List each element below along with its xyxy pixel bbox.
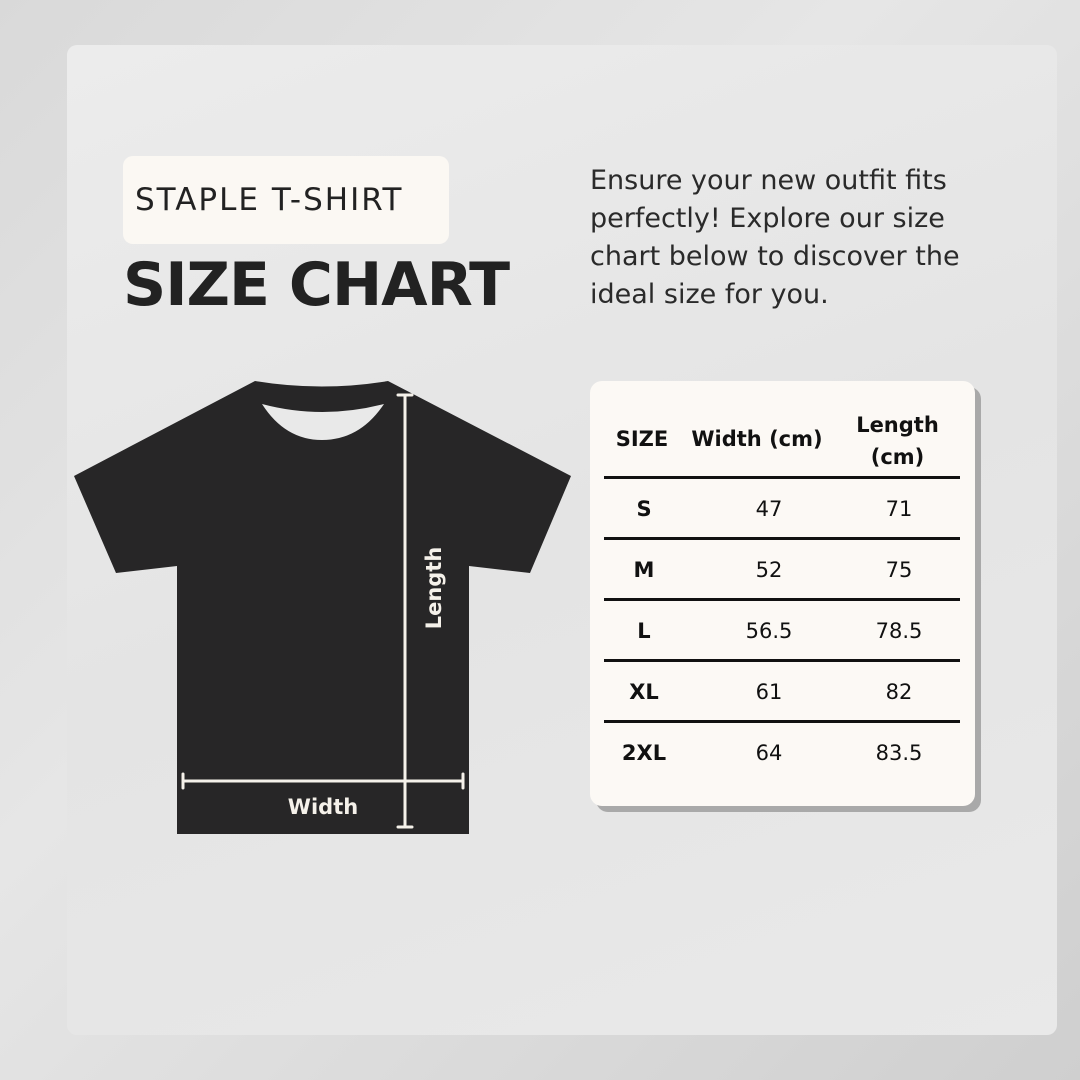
- table-row: L 56.5 78.5: [604, 598, 960, 659]
- size-table: SIZE Width (cm) Length (cm) S 47 71 M 52 75 …: [590, 381, 975, 806]
- table-row: M 52 75: [604, 537, 960, 598]
- header-width: Width (cm): [691, 427, 823, 451]
- length-cell: 83.5: [875, 741, 923, 765]
- product-name: STAPLE T-SHIRT: [135, 182, 404, 218]
- size-cell: XL: [629, 680, 659, 704]
- width-cell: 64: [755, 741, 783, 765]
- table-header: SIZE Width (cm) Length (cm): [590, 403, 975, 475]
- table-row: 2XL 64 83.5: [604, 720, 960, 781]
- width-label: Width: [288, 795, 358, 819]
- length-cell: 78.5: [875, 619, 923, 643]
- length-cell: 75: [885, 558, 913, 582]
- size-cell: M: [633, 558, 655, 582]
- header-length: Length (cm): [856, 413, 939, 469]
- width-cell: 47: [755, 497, 783, 521]
- width-cell: 52: [755, 558, 783, 582]
- table-row: S 47 71: [604, 476, 960, 537]
- size-cell: S: [636, 497, 652, 521]
- tshirt-icon: [74, 381, 571, 834]
- length-measure-line: [396, 393, 414, 829]
- length-cell: 82: [885, 680, 913, 704]
- page-title: SIZE CHART: [123, 250, 510, 320]
- width-cell: 61: [755, 680, 783, 704]
- header-size: SIZE: [615, 427, 669, 451]
- neck-opening: [262, 404, 384, 440]
- size-cell: L: [637, 619, 651, 643]
- width-measure-line: [181, 772, 465, 790]
- description: Ensure your new outfit fits perfectly! E…: [590, 165, 960, 310]
- product-tag: STAPLE T-SHIRT: [123, 156, 449, 244]
- width-cell: 56.5: [745, 619, 793, 643]
- table-row: XL 61 82: [604, 659, 960, 720]
- length-label: Length: [422, 547, 446, 630]
- size-cell: 2XL: [621, 741, 667, 765]
- length-cell: 71: [885, 497, 913, 521]
